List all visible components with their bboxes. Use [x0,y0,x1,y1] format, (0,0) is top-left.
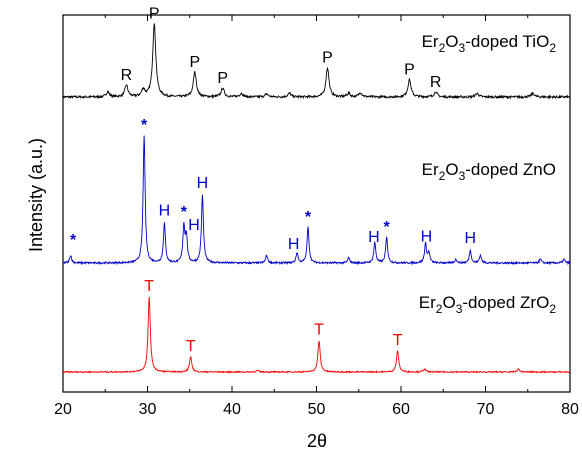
x-tick-label: 50 [308,401,326,418]
series-label-3: Er2O3-doped ZrO2 [419,293,557,316]
peak-marker-p: P [149,6,160,23]
series-label-2: Er2O3-doped ZnO [422,160,556,183]
x-tick-label: 40 [223,401,241,418]
series-trace-2 [62,135,571,266]
peak-marker-star: * [141,117,148,134]
series-label-1: Er2O3-doped TiO2 [422,32,557,55]
y-axis-title: Intensity (a.u.) [26,138,46,252]
peak-marker-p: P [322,50,333,67]
peak-marker-h: H [159,203,171,220]
series-trace-1 [62,23,571,100]
x-tick-label: 70 [477,401,495,418]
peak-marker-r: R [430,74,442,91]
x-axis-title: 2θ [307,431,327,451]
x-tick-label: 20 [54,401,72,418]
peak-marker-t: T [144,278,154,295]
peak-marker-h: H [197,175,209,192]
peak-marker-p: P [404,61,415,78]
peak-marker-star: * [70,232,77,249]
peak-marker-star: * [305,209,312,226]
peak-marker-h: H [188,217,200,234]
peak-marker-t: T [393,332,403,349]
peak-marker-p: P [217,70,228,87]
peak-marker-t: T [314,321,324,338]
peak-marker-h: H [288,236,300,253]
peak-marker-t: T [186,338,196,355]
series-layer: Er2O3-doped TiO2 Er2O3-doped ZnO Er2O3-dop… [62,23,571,374]
peak-marker-h: H [465,230,477,247]
x-tick-label: 30 [139,401,157,418]
x-tick-label: 80 [561,401,579,418]
peak-marker-h: H [368,229,380,246]
series-trace-3 [62,296,571,374]
tick-layer: 20 30 40 50 60 70 80 [54,15,579,418]
x-tick-label: 60 [392,401,410,418]
peak-marker-p: P [189,54,200,71]
peak-marker-star: * [181,204,188,221]
peak-marker-star: * [384,219,391,236]
peak-marker-r: R [121,67,133,84]
peak-marker-h: H [421,228,433,245]
